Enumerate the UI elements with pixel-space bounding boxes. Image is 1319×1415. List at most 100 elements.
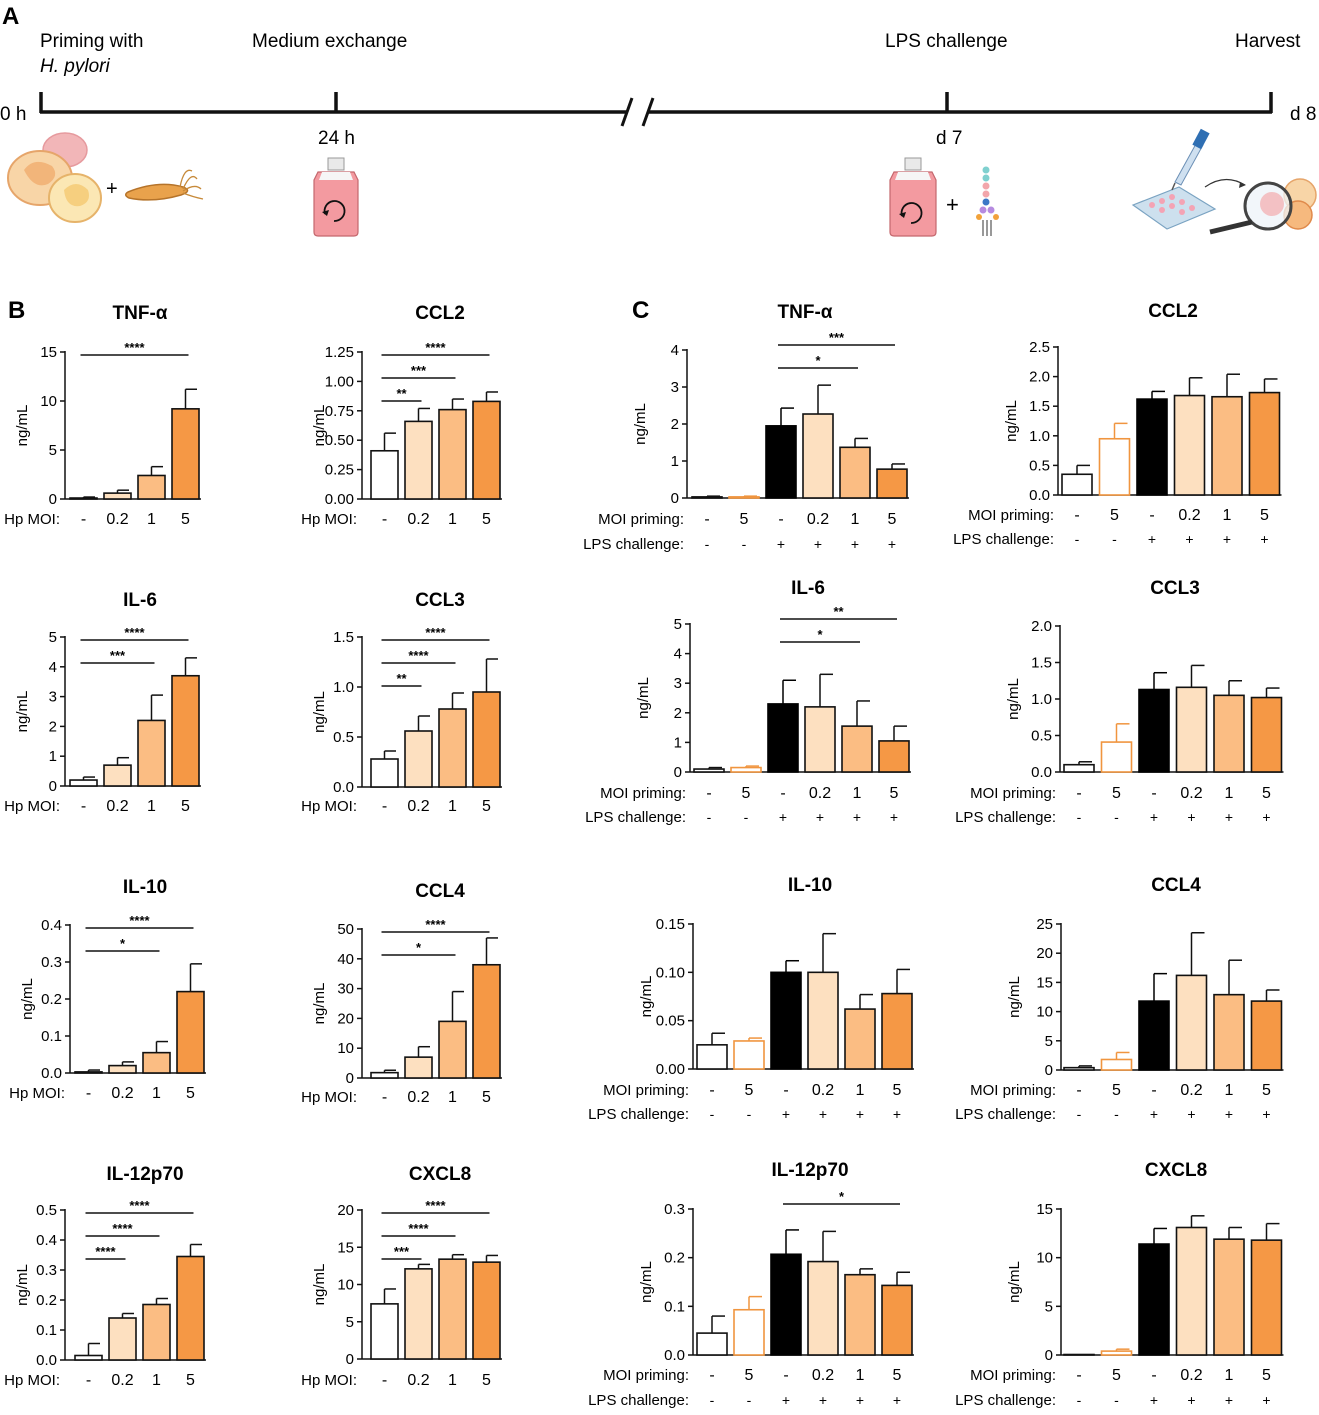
x-tick-label-priming: 1 bbox=[853, 785, 862, 802]
y-tick-label: 15 bbox=[40, 344, 57, 361]
x-tick-label-priming: 5 bbox=[1262, 785, 1271, 802]
x-tick-label-priming: 1 bbox=[856, 1082, 865, 1099]
chart-title: IL-10 bbox=[123, 877, 167, 898]
x-tick-label-lps: + bbox=[1262, 1392, 1270, 1408]
y-tick-label: 1.00 bbox=[325, 373, 354, 390]
bar bbox=[108, 1317, 137, 1361]
bar bbox=[696, 1044, 728, 1070]
x-tick-label: - bbox=[81, 798, 86, 815]
chart-c-il12p70: IL-12p70 ng/mL 0.0 0.1 0.2 0.3 MOI priming: LPS… bbox=[588, 1160, 914, 1409]
panel-a-letter: A bbox=[2, 3, 19, 30]
bar bbox=[438, 1258, 467, 1360]
y-tick-label: 0.0 bbox=[36, 1352, 57, 1369]
bar bbox=[137, 474, 166, 500]
y-tick-label: 1 bbox=[49, 748, 57, 765]
significance-label: ** bbox=[833, 604, 844, 619]
bar bbox=[844, 1273, 876, 1356]
x-tick-label-lps: + bbox=[856, 1106, 864, 1122]
chart-b-il12p70: IL-12p70 ng/mL 0.0 0.1 0.2 0.3 0.4 0.5 Hp MOI: - 0… bbox=[4, 1164, 206, 1389]
significance-label: ** bbox=[396, 386, 407, 401]
y-tick-label: 10 bbox=[337, 1277, 354, 1294]
x-tick-label-priming: 1 bbox=[1225, 785, 1234, 802]
significance-label: * bbox=[817, 627, 823, 642]
x-tick-label-lps: - bbox=[1114, 1106, 1119, 1122]
x-tick-label-priming: 5 bbox=[1112, 785, 1121, 802]
bar bbox=[1213, 694, 1245, 773]
x-tick-label-priming: - bbox=[1076, 785, 1081, 802]
x-tick-label-priming: 5 bbox=[745, 1082, 754, 1099]
x-tick-label-lps: - bbox=[710, 1106, 715, 1122]
x-tick-label-priming: 5 bbox=[1112, 1367, 1121, 1384]
x-tick-label: 0.2 bbox=[407, 511, 429, 528]
y-tick-label: 30 bbox=[337, 981, 354, 998]
chart-title: CCL4 bbox=[415, 881, 465, 902]
chart-title: CCL4 bbox=[1151, 875, 1201, 896]
y-tick-label: 0.5 bbox=[36, 1202, 57, 1219]
significance-label: **** bbox=[425, 1198, 446, 1213]
time-d8: d 8 bbox=[1290, 104, 1316, 125]
significance-label: **** bbox=[425, 625, 446, 640]
bar bbox=[1250, 1000, 1283, 1071]
y-tick-label: 5 bbox=[674, 616, 682, 633]
row-label-hp-moi: Hp MOI: bbox=[9, 1085, 65, 1102]
y-tick-label: 1.0 bbox=[1029, 428, 1050, 445]
y-tick-label: 0.00 bbox=[325, 491, 354, 508]
y-tick-label: 0.3 bbox=[664, 1201, 685, 1218]
row-label-lps-challenge: LPS challenge: bbox=[585, 809, 686, 826]
y-tick-label: 2.5 bbox=[1029, 339, 1050, 356]
bar bbox=[472, 963, 501, 1079]
significance-label: * bbox=[815, 353, 821, 368]
x-tick-label: - bbox=[382, 1089, 387, 1106]
x-tick-label-lps: - bbox=[1112, 531, 1117, 547]
x-tick-label-lps: + bbox=[1150, 1106, 1158, 1122]
row-label-hp-moi: Hp MOI: bbox=[4, 1372, 60, 1389]
y-tick-label: 10 bbox=[337, 1040, 354, 1057]
x-tick-label-lps: - bbox=[742, 536, 747, 552]
x-tick-label-priming: 0.2 bbox=[1180, 785, 1202, 802]
bar bbox=[1100, 741, 1133, 773]
x-tick-label-priming: - bbox=[704, 511, 709, 528]
chart-title: CCL2 bbox=[415, 303, 465, 324]
x-tick-label-lps: + bbox=[893, 1392, 901, 1408]
bar bbox=[807, 971, 839, 1070]
significance-label: *** bbox=[394, 1244, 410, 1259]
x-tick-label-lps: - bbox=[707, 809, 712, 825]
x-tick-label-priming: - bbox=[783, 1082, 788, 1099]
x-tick-label: 5 bbox=[186, 1372, 195, 1389]
x-tick-label: 5 bbox=[181, 798, 190, 815]
bar bbox=[765, 425, 797, 499]
bar bbox=[1173, 394, 1206, 496]
y-axis-label: ng/mL bbox=[635, 677, 652, 719]
significance-label: **** bbox=[112, 1221, 133, 1236]
row-label-hp-moi: Hp MOI: bbox=[301, 511, 357, 528]
y-tick-label: 4 bbox=[49, 659, 57, 676]
bar bbox=[1250, 1239, 1283, 1356]
y-tick-label: 1.25 bbox=[325, 344, 354, 361]
x-tick-label-priming: 5 bbox=[888, 511, 897, 528]
y-tick-label: 2 bbox=[674, 705, 682, 722]
plus-sign-2: + bbox=[946, 192, 959, 217]
y-tick-label: 20 bbox=[1036, 945, 1053, 962]
chart-title: CCL2 bbox=[1148, 301, 1198, 322]
bar bbox=[1213, 1238, 1245, 1356]
x-tick-label: 0.2 bbox=[111, 1372, 133, 1389]
x-tick-label-priming: 1 bbox=[1225, 1367, 1234, 1384]
x-tick-label-priming: 0.2 bbox=[809, 785, 831, 802]
x-tick-label-priming: 5 bbox=[893, 1082, 902, 1099]
x-tick-label: - bbox=[382, 511, 387, 528]
bar bbox=[844, 1008, 876, 1070]
culture-flask-lps-icon bbox=[889, 157, 937, 237]
y-axis-label: ng/mL bbox=[19, 978, 36, 1020]
chart-title: IL-12p70 bbox=[771, 1160, 848, 1181]
y-tick-label: 0.5 bbox=[1029, 457, 1050, 474]
y-tick-label: 5 bbox=[1045, 1298, 1053, 1315]
y-tick-label: 20 bbox=[337, 1010, 354, 1027]
bar bbox=[733, 1308, 765, 1356]
x-tick-label: - bbox=[86, 1085, 91, 1102]
row-label-lps-challenge: LPS challenge: bbox=[953, 531, 1054, 548]
y-tick-label: 2 bbox=[49, 718, 57, 735]
